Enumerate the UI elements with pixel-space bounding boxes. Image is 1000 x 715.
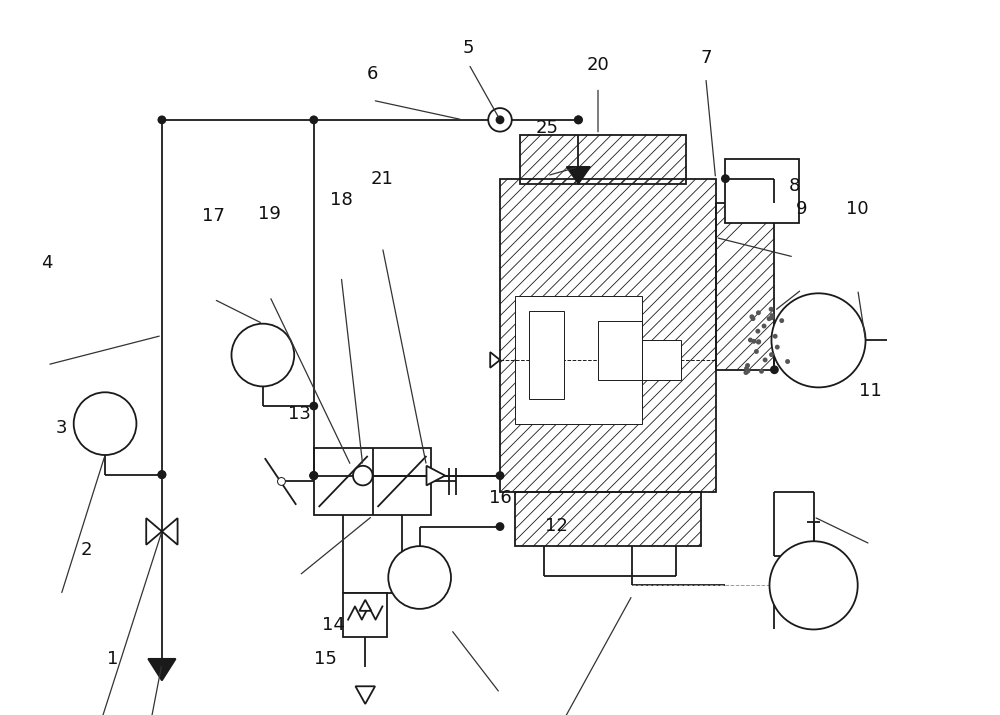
Circle shape [353, 465, 373, 485]
Circle shape [751, 316, 755, 321]
Circle shape [309, 115, 318, 124]
Circle shape [157, 470, 166, 479]
Bar [716, 203, 774, 370]
Bar [343, 593, 387, 637]
Circle shape [496, 471, 504, 480]
Text: 21: 21 [371, 170, 394, 188]
Bar [500, 179, 716, 492]
Circle shape [231, 324, 294, 386]
Circle shape [754, 349, 759, 354]
Circle shape [721, 174, 730, 183]
Circle shape [574, 115, 583, 124]
Text: 9: 9 [796, 200, 808, 218]
Polygon shape [567, 167, 590, 184]
Polygon shape [359, 600, 371, 611]
Circle shape [769, 307, 774, 312]
Polygon shape [426, 465, 445, 485]
Text: 15: 15 [314, 650, 337, 668]
Text: 10: 10 [846, 200, 869, 218]
Text: 4: 4 [41, 254, 53, 272]
Text: 16: 16 [489, 488, 511, 507]
Circle shape [756, 310, 761, 315]
Circle shape [767, 316, 772, 321]
Text: 19: 19 [258, 205, 281, 223]
Circle shape [309, 471, 318, 480]
Circle shape [775, 345, 780, 350]
Circle shape [496, 115, 504, 124]
Polygon shape [146, 518, 162, 545]
Circle shape [157, 115, 166, 124]
Text: 1: 1 [107, 650, 119, 668]
Circle shape [496, 522, 504, 531]
Bar [314, 448, 431, 515]
Circle shape [771, 293, 866, 388]
Text: 18: 18 [330, 191, 353, 209]
Polygon shape [148, 659, 176, 681]
Circle shape [763, 358, 768, 363]
Circle shape [574, 115, 583, 124]
Circle shape [309, 471, 318, 480]
Circle shape [745, 363, 750, 368]
Polygon shape [162, 518, 178, 545]
Circle shape [749, 315, 754, 319]
Text: 13: 13 [288, 405, 311, 423]
Circle shape [756, 340, 761, 344]
Text: 6: 6 [367, 65, 378, 83]
Circle shape [770, 541, 858, 629]
Circle shape [779, 318, 784, 323]
Bar [515, 296, 642, 424]
Circle shape [309, 402, 318, 410]
Text: 11: 11 [859, 382, 882, 400]
Circle shape [745, 369, 750, 374]
Bar [515, 492, 701, 546]
Circle shape [773, 334, 778, 339]
Text: 17: 17 [202, 207, 225, 225]
Circle shape [278, 478, 285, 485]
Circle shape [488, 108, 512, 132]
Bar [725, 159, 799, 223]
Text: 20: 20 [587, 56, 609, 74]
Circle shape [759, 369, 764, 374]
Bar [598, 321, 642, 380]
Polygon shape [355, 686, 375, 704]
Circle shape [770, 313, 774, 318]
Text: 8: 8 [788, 177, 800, 194]
Circle shape [748, 337, 753, 342]
Circle shape [770, 365, 779, 374]
Text: 7: 7 [700, 49, 712, 66]
Circle shape [388, 546, 451, 609]
Bar [520, 134, 686, 184]
Bar [529, 311, 564, 399]
Circle shape [157, 470, 166, 479]
Circle shape [309, 471, 318, 480]
Text: 5: 5 [463, 39, 474, 56]
Circle shape [744, 366, 749, 371]
Circle shape [769, 315, 774, 320]
Polygon shape [490, 352, 500, 368]
Text: 25: 25 [536, 119, 559, 137]
Circle shape [762, 324, 766, 328]
Circle shape [785, 359, 790, 364]
Bar [642, 340, 681, 380]
Circle shape [751, 339, 756, 344]
Text: 2: 2 [81, 541, 92, 559]
Text: 14: 14 [322, 616, 345, 634]
Circle shape [755, 329, 760, 334]
Circle shape [743, 370, 748, 375]
Text: 3: 3 [55, 418, 67, 437]
Text: 12: 12 [545, 517, 568, 535]
Circle shape [756, 340, 761, 345]
Circle shape [769, 352, 774, 357]
Circle shape [74, 393, 136, 455]
